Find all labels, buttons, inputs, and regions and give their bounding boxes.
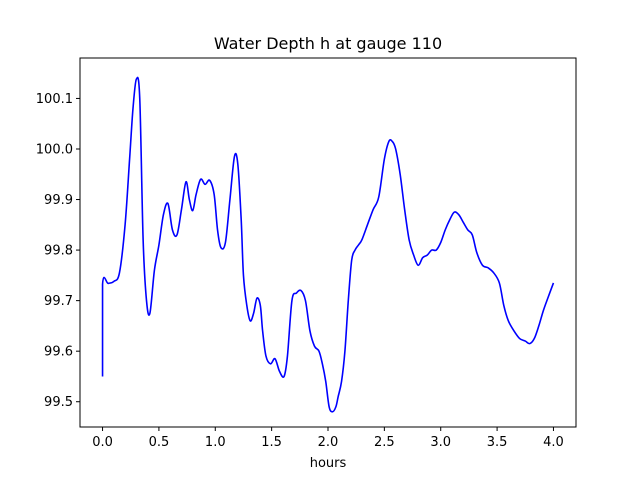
- x-axis-label: hours: [310, 456, 347, 471]
- y-tick-label: 99.5: [44, 395, 73, 410]
- x-tick-label: 0.5: [149, 435, 170, 450]
- y-tick-label: 100.1: [36, 92, 73, 107]
- y-tick-label: 99.9: [44, 193, 73, 208]
- x-tick-label: 4.0: [543, 435, 564, 450]
- chart-title: Water Depth h at gauge 110: [214, 34, 442, 53]
- x-tick-label: 2.0: [318, 435, 339, 450]
- x-tick-label: 3.5: [487, 435, 508, 450]
- series-line: [101, 76, 555, 413]
- series-layer: [101, 76, 555, 413]
- x-tick-label: 3.0: [430, 435, 451, 450]
- y-tick-label: 99.7: [44, 294, 73, 309]
- y-axis: 99.5 99.6 99.7 99.8 99.9 100.0 100.1: [36, 92, 80, 410]
- x-tick-label: 1.5: [261, 435, 282, 450]
- x-axis: 0.0 0.5 1.0 1.5 2.0 2.5 3.0 3.5 4.0: [92, 427, 564, 450]
- x-tick-label: 2.5: [374, 435, 395, 450]
- x-tick-label: 0.0: [92, 435, 113, 450]
- x-tick-label: 1.0: [205, 435, 226, 450]
- y-tick-label: 99.6: [44, 345, 73, 360]
- y-tick-label: 100.0: [36, 142, 73, 157]
- y-tick-label: 99.8: [44, 244, 73, 259]
